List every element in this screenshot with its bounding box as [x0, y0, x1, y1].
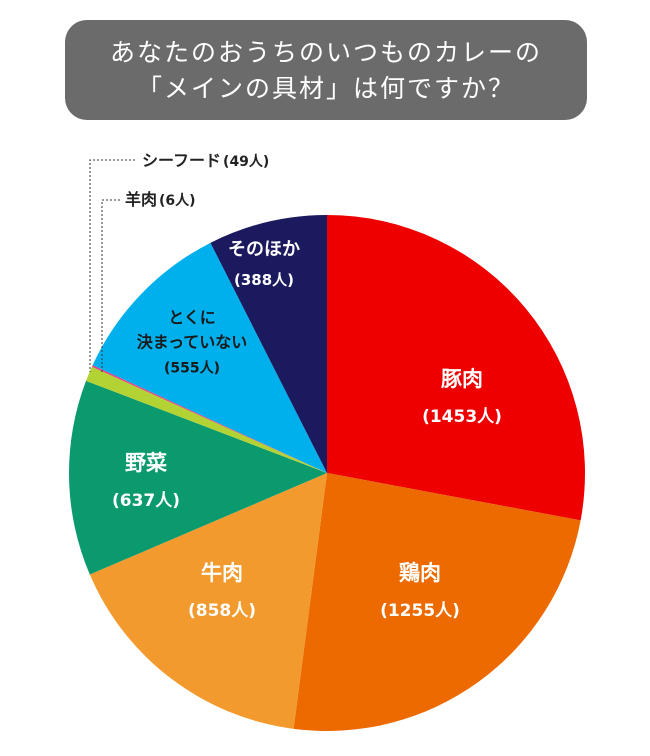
pie-slice-2	[293, 473, 581, 732]
pie-slice-7	[92, 242, 327, 473]
slice-count-2: (1255人)	[380, 601, 460, 621]
slice-count-5: (49人)	[223, 153, 269, 170]
slice-category-7-line-1: とくに	[168, 308, 216, 327]
slice-category-8: そのほか	[228, 239, 300, 260]
leader-line-5	[89, 159, 135, 372]
slice-category-5: シーフード	[142, 151, 221, 170]
slice-category-3: 牛肉	[201, 561, 243, 585]
pie-slice-4	[68, 380, 327, 575]
leader-lines	[89, 159, 135, 372]
slice-count-8: (388人)	[234, 271, 294, 289]
pie-slice-8	[210, 215, 327, 473]
chart-title-line-2: 「メインの具材」は何ですか？	[136, 74, 515, 103]
chart-title-line-1: あなたのおうちのいつものカレーの	[109, 38, 542, 67]
slice-count-1: (1453人)	[422, 407, 502, 427]
slice-labels: 豚肉(1453人)鶏肉(1255人)牛肉(858人)野菜(637人)シーフード(…	[112, 151, 502, 621]
pie-slice-6	[91, 365, 327, 473]
pie-slices	[68, 215, 586, 732]
chart-title-box: あなたのおうちのいつものカレーの 「メインの具材」は何ですか？	[65, 20, 587, 120]
pie-slice-1	[327, 215, 586, 521]
leader-line-6	[101, 199, 120, 372]
slice-count-7: (555人)	[164, 359, 220, 376]
slice-label-6: 羊肉 (6人)	[125, 190, 196, 209]
pie-slice-5	[86, 366, 327, 473]
slice-count-4: (637人)	[112, 491, 180, 511]
slice-category-1: 豚肉	[441, 367, 483, 391]
slice-category-6: 羊肉	[125, 190, 157, 209]
slice-count-6: (6人)	[159, 192, 196, 209]
pie-slice-3	[89, 473, 327, 729]
slice-category-7-line-2: 決まっていない	[137, 333, 248, 352]
slice-category-2: 鶏肉	[399, 561, 441, 585]
slice-count-3: (858人)	[188, 601, 256, 621]
slice-label-5: シーフード (49人)	[142, 151, 269, 170]
slice-category-4: 野菜	[125, 451, 167, 475]
